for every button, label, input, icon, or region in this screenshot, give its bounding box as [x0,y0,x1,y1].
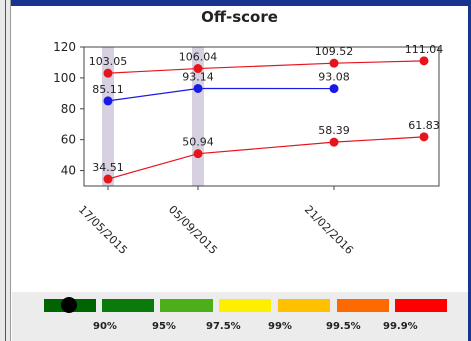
data-point [193,149,203,159]
chart-title: Off-score [201,8,278,26]
legend-segment [160,299,213,312]
data-point [103,174,113,184]
data-label: 111.04 [405,43,444,56]
data-label: 85.11 [92,83,124,96]
data-point [419,132,429,142]
data-point [103,68,113,78]
legend-label: 97.5% [206,321,241,332]
legend-label: 95% [152,321,176,332]
legend-label: 90% [93,321,117,332]
x-tick-label: 05/09/2015 [166,203,220,257]
window-top-border [0,0,471,6]
data-label: 34.51 [92,161,124,174]
legend-segment [219,299,271,312]
legend-label: 99% [268,321,292,332]
legend-segment [395,299,447,312]
y-tick-label: 60 [61,133,76,147]
data-label: 103.05 [89,55,128,68]
y-tick-label: 80 [61,102,76,116]
x-tick-label: 17/05/2015 [76,203,130,257]
data-point [193,64,203,74]
data-point [103,96,113,106]
data-point [329,58,339,68]
y-tick-label: 120 [53,40,76,54]
legend-segment [278,299,330,312]
data-label: 61.83 [408,119,440,132]
data-label: 58.39 [318,124,350,137]
data-point [419,56,429,66]
plot-frame [83,46,440,187]
legend-segment [337,299,389,312]
legend-segment [102,299,154,312]
data-label: 93.14 [182,70,214,83]
data-point [193,83,203,93]
data-label: 109.52 [315,45,354,58]
left-frame-line [5,0,6,341]
data-point [329,84,339,94]
x-tick-label: 21/02/2016 [302,203,356,257]
data-label: 93.08 [318,71,350,84]
right-frame [468,6,471,341]
legend-label: 99.5% [326,321,361,332]
highlight-band [102,47,114,186]
series-line [107,60,425,74]
data-label: 106.04 [179,51,218,64]
legend-label: 99.9% [383,321,418,332]
data-label: 50.94 [182,136,214,149]
series-line [107,87,335,102]
data-point [329,137,339,147]
score-marker [61,297,77,313]
series-line [107,136,425,180]
line-chart: 40 60 80 100 120 17/05/2015 05/09/2015 21/02/20… [53,40,444,257]
y-tick-label: 40 [61,164,76,178]
y-tick-label: 100 [53,71,76,85]
